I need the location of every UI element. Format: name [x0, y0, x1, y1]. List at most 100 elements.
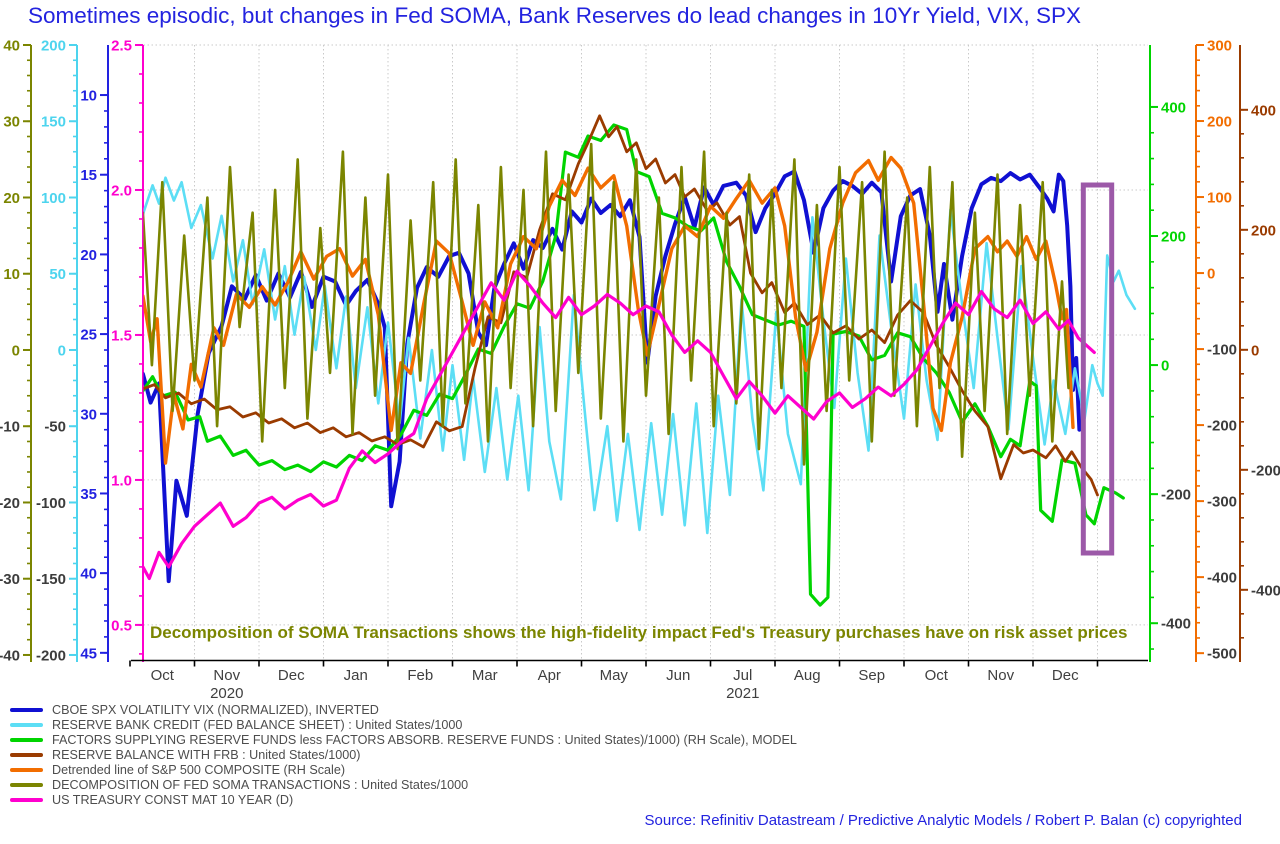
svg-text:Jan: Jan — [344, 667, 368, 684]
svg-text:200: 200 — [1161, 229, 1186, 246]
svg-text:200: 200 — [1251, 222, 1276, 239]
svg-text:0: 0 — [1207, 266, 1215, 283]
legend-swatch-icon — [10, 707, 43, 712]
series-line — [143, 114, 1099, 497]
svg-text:-400: -400 — [1161, 616, 1191, 633]
highlight-box — [1080, 182, 1115, 556]
legend-swatch-icon — [10, 722, 43, 727]
svg-text:-150: -150 — [36, 571, 66, 588]
chart-annotation: Decomposition of SOMA Transactions shows… — [150, 623, 1128, 642]
svg-text:-30: -30 — [0, 571, 20, 588]
svg-text:-100: -100 — [1207, 342, 1237, 359]
svg-text:0: 0 — [12, 342, 20, 359]
legend-item: RESERVE BALANCE WITH FRB : United States… — [10, 747, 797, 762]
svg-text:100: 100 — [41, 190, 66, 207]
svg-text:10: 10 — [80, 88, 97, 105]
svg-text:50: 50 — [49, 266, 66, 283]
svg-text:45: 45 — [80, 645, 97, 662]
svg-text:Sep: Sep — [858, 667, 885, 684]
series-line — [143, 142, 1070, 466]
svg-text:40: 40 — [3, 38, 20, 55]
svg-text:25: 25 — [80, 327, 97, 344]
legend-label: CBOE SPX VOLATILITY VIX (NORMALIZED), IN… — [52, 702, 379, 717]
svg-text:2.0: 2.0 — [111, 182, 132, 199]
svg-text:20: 20 — [80, 247, 97, 264]
svg-text:1.0: 1.0 — [111, 472, 132, 489]
legend-swatch-icon — [10, 797, 43, 802]
x-axis: Oct Nov Dec Jan Feb Mar Apr May Jun Jul Aug Sep Oct N… — [129, 659, 1148, 700]
series-line — [143, 269, 1096, 581]
legend-swatch-icon — [10, 782, 43, 787]
svg-text:Mar: Mar — [472, 667, 498, 684]
svg-text:40: 40 — [80, 566, 97, 583]
svg-text:Nov: Nov — [213, 667, 240, 684]
svg-text:1.5: 1.5 — [111, 327, 132, 344]
svg-text:0: 0 — [1161, 358, 1169, 375]
svg-text:-20: -20 — [0, 495, 20, 512]
legend-item: RESERVE BANK CREDIT (FED BALANCE SHEET) … — [10, 717, 797, 732]
chart-canvas: 403020100-10-20-30-40200150100500-50-100… — [0, 38, 1280, 701]
axis-magenta: 2.5 2.0 1.5 1.0 0.5 — [111, 38, 144, 662]
svg-text:Feb: Feb — [407, 667, 433, 684]
axis-orange: 300 200 100 0 -100 -200 -300 -400 -500 — [1195, 38, 1237, 663]
legend-item: Detrended line of S&P 500 COMPOSITE (RH … — [10, 762, 797, 777]
svg-text:150: 150 — [41, 114, 66, 131]
legend-label: RESERVE BANK CREDIT (FED BALANCE SHEET) … — [52, 717, 463, 732]
svg-text:-50: -50 — [44, 419, 66, 436]
svg-text:0: 0 — [1251, 342, 1259, 359]
svg-text:10: 10 — [3, 266, 20, 283]
svg-text:300: 300 — [1207, 38, 1232, 55]
legend-label: DECOMPOSITION OF FED SOMA TRANSACTIONS :… — [52, 777, 469, 792]
svg-text:20: 20 — [3, 190, 20, 207]
legend: CBOE SPX VOLATILITY VIX (NORMALIZED), IN… — [10, 702, 797, 807]
legend-item: US TREASURY CONST MAT 10 YEAR (D) — [10, 792, 797, 807]
svg-text:-400: -400 — [1251, 582, 1280, 599]
axis-olive: 40 30 20 10 0 -10 -20 -30 -40 — [0, 38, 32, 664]
axis-cyan: 200 150 100 50 0 -50 -100 -150 -200 — [36, 38, 78, 664]
series-line — [143, 169, 1082, 584]
svg-text:15: 15 — [80, 167, 97, 184]
svg-text:-10: -10 — [0, 419, 20, 436]
page-title: Sometimes episodic, but changes in Fed S… — [28, 3, 1082, 28]
svg-text:0: 0 — [58, 342, 66, 359]
svg-text:-200: -200 — [1251, 462, 1280, 479]
svg-text:Apr: Apr — [538, 667, 561, 684]
svg-text:Oct: Oct — [925, 667, 949, 684]
axis-brown: 400 200 0 -200 -400 — [1239, 45, 1280, 662]
legend-item: FACTORS SUPPLYING RESERVE FUNDS less FAC… — [10, 732, 797, 747]
svg-text:200: 200 — [1207, 114, 1232, 131]
svg-text:-100: -100 — [36, 495, 66, 512]
svg-text:-400: -400 — [1207, 570, 1237, 587]
svg-text:-40: -40 — [0, 647, 20, 664]
svg-text:2020: 2020 — [210, 685, 243, 700]
svg-text:30: 30 — [80, 406, 97, 423]
legend-swatch-icon — [10, 752, 43, 757]
svg-text:100: 100 — [1207, 190, 1232, 207]
svg-text:400: 400 — [1251, 102, 1276, 119]
svg-text:Jul: Jul — [733, 667, 752, 684]
svg-text:Dec: Dec — [278, 667, 305, 684]
svg-text:-300: -300 — [1207, 494, 1237, 511]
svg-text:-200: -200 — [1207, 418, 1237, 435]
svg-text:May: May — [600, 667, 629, 684]
svg-text:Jun: Jun — [666, 667, 690, 684]
legend-label: US TREASURY CONST MAT 10 YEAR (D) — [52, 792, 294, 807]
legend-label: RESERVE BALANCE WITH FRB : United States… — [52, 747, 361, 762]
svg-text:30: 30 — [3, 114, 20, 131]
series-lines — [143, 114, 1137, 607]
svg-text:35: 35 — [80, 486, 97, 503]
svg-text:-200: -200 — [1161, 487, 1191, 504]
source-attribution: Source: Refinitiv Datastream / Predictiv… — [644, 812, 1243, 829]
legend-item: DECOMPOSITION OF FED SOMA TRANSACTIONS :… — [10, 777, 797, 792]
axis-green: 400 200 0 -200 -400 — [1149, 45, 1191, 662]
svg-text:-200: -200 — [36, 647, 66, 664]
svg-text:400: 400 — [1161, 99, 1186, 116]
svg-text:-500: -500 — [1207, 646, 1237, 663]
legend-swatch-icon — [10, 737, 43, 742]
svg-text:0.5: 0.5 — [111, 617, 132, 634]
svg-text:2.5: 2.5 — [111, 38, 132, 55]
svg-text:Aug: Aug — [794, 667, 821, 684]
svg-text:200: 200 — [41, 38, 66, 55]
svg-text:Oct: Oct — [151, 667, 175, 684]
